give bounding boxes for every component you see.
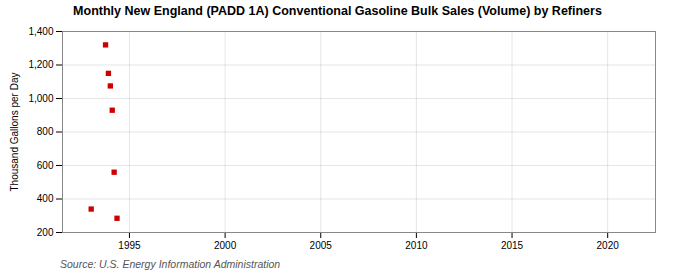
svg-text:2000: 2000 [214, 240, 237, 251]
svg-text:2015: 2015 [501, 240, 524, 251]
svg-text:1,000: 1,000 [28, 93, 53, 104]
svg-text:2010: 2010 [405, 240, 428, 251]
svg-text:1995: 1995 [118, 240, 141, 251]
svg-text:1,400: 1,400 [28, 26, 53, 37]
html-text:Monthly New England (PADD 1A): Monthly New England (PADD 1A) Convention… [73, 4, 602, 18]
html-text:Source: U.S. Energy Informatio: Source: U.S. Energy Information Administ… [60, 258, 281, 270]
svg-text:200: 200 [37, 227, 54, 238]
svg-text:2005: 2005 [310, 240, 333, 251]
svg-text:Thousand Gallons per Day: Thousand Gallons per Day [9, 73, 20, 192]
svg-text:1,200: 1,200 [28, 59, 53, 70]
svg-text:400: 400 [37, 193, 54, 204]
svg-text:2020: 2020 [597, 240, 620, 251]
svg-text:600: 600 [37, 160, 54, 171]
svg-text:800: 800 [37, 126, 54, 137]
